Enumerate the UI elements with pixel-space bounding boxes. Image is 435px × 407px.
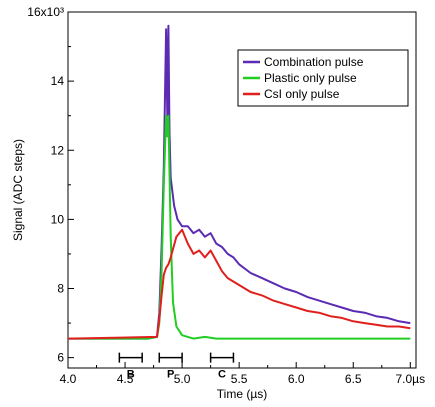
series-line-1: [68, 114, 411, 340]
x-tick-label-3: 5.5: [231, 372, 248, 386]
x-tick-label-6: 7.0µs: [395, 372, 425, 386]
annotation-label-0: B: [127, 369, 135, 381]
y-tick-label-3: 12: [51, 143, 65, 157]
y-tick-label-0: 6: [57, 351, 64, 365]
y-tick-label-1: 8: [57, 282, 64, 296]
legend-box: [237, 49, 409, 107]
legend-label-1: Plastic only pulse: [264, 71, 357, 85]
legend-label-0: Combination pulse: [264, 55, 364, 69]
annotation-label-2: C: [218, 369, 226, 381]
x-tick-label-5: 6.5: [345, 372, 362, 386]
annotation-label-1: P: [167, 369, 174, 381]
x-tick-label-2: 5.0: [174, 372, 191, 386]
series-line-0: [68, 24, 411, 340]
series-line-2: [67, 228, 411, 340]
y-tick-label-5: 16x10³: [27, 5, 64, 19]
y-axis-title: Signal (ADC steps): [11, 139, 25, 241]
x-tick-label-1: 4.5: [117, 372, 134, 386]
x-tick-label-4: 6.0: [288, 372, 305, 386]
plot-frame-border: [67, 11, 417, 369]
x-tick-label-0: 4.0: [60, 372, 77, 386]
y-tick-label-4: 14: [51, 74, 65, 88]
x-axis-title: Time (µs): [217, 387, 267, 401]
legend-label-2: CsI only pulse: [264, 87, 340, 101]
y-tick-label-2: 10: [51, 212, 65, 226]
